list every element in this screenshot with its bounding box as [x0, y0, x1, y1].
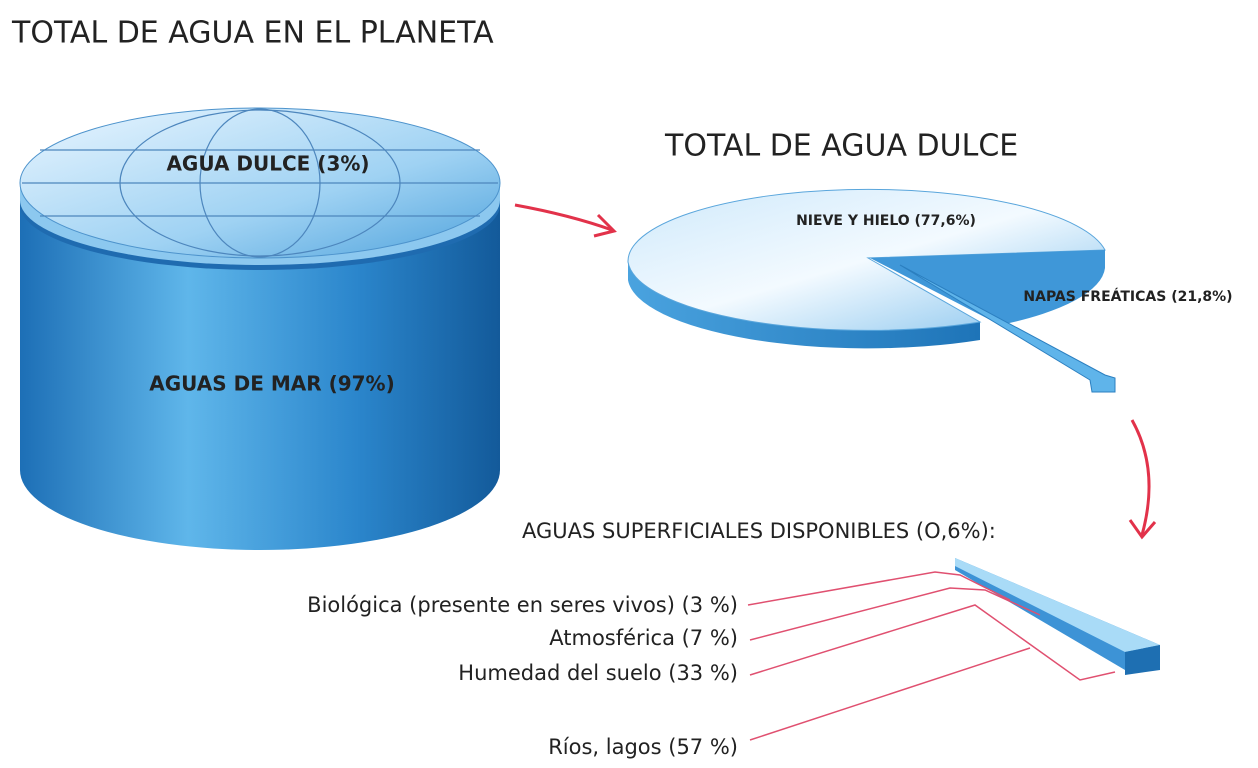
infographic: TOTAL DE AGUA EN EL PLANETA AGUA DULCE (…	[0, 0, 1258, 768]
arrow	[515, 205, 614, 236]
surface-title: AGUAS SUPERFICIALES DISPONIBLES (O,6%):	[522, 519, 996, 543]
title: TOTAL DE AGUA EN EL PLANETA	[11, 16, 494, 51]
leader-lines	[748, 572, 1115, 740]
arrow	[1130, 420, 1155, 537]
fresh-title: TOTAL DE AGUA DULCE	[664, 129, 1018, 164]
surface-item: Ríos, lagos (57 %)	[548, 735, 738, 759]
slice-label: NAPAS FREÁTICAS (21,8%)	[1023, 288, 1232, 305]
top-label: AGUA DULCE (3%)	[166, 152, 369, 176]
surface-item: Biológica (presente en seres vivos) (3 %…	[307, 593, 738, 617]
surface-item: Atmosférica (7 %)	[549, 626, 738, 650]
slice-label: NIEVE Y HIELO (77,6%)	[796, 213, 976, 229]
surface-item: Humedad del suelo (33 %)	[458, 661, 738, 685]
body-label: AGUAS DE MAR (97%)	[149, 372, 395, 396]
surface-bar	[955, 558, 1160, 675]
